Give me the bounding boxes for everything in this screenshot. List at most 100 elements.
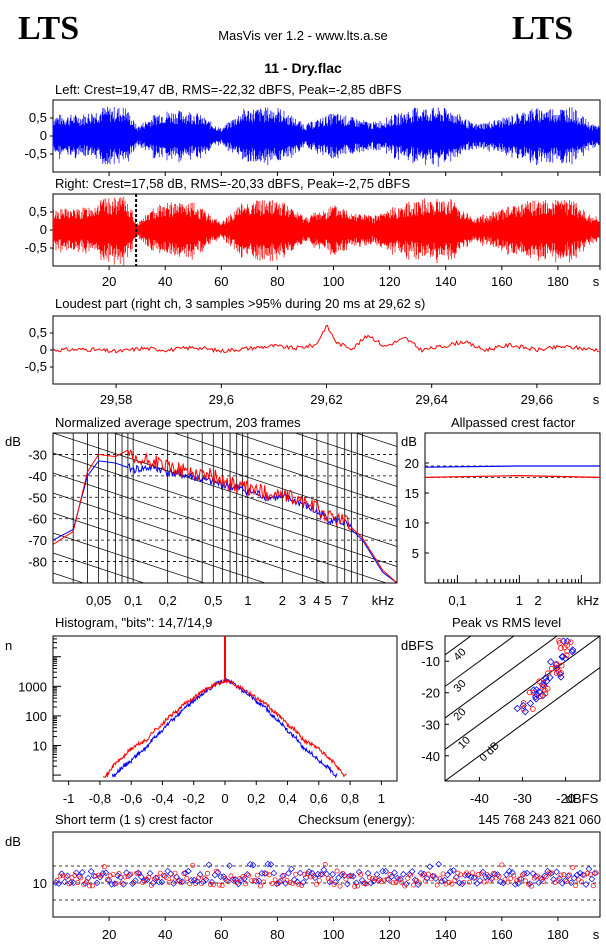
short-term-crest-point-red <box>467 879 473 885</box>
short-term-crest-point-red <box>487 878 493 884</box>
short-term-crest-point-blue <box>140 877 148 885</box>
avg-spectrum-ytick-label: -40 <box>28 469 47 484</box>
peak-vs-rms-point-red <box>545 670 551 677</box>
short-term-crest-point-blue <box>367 879 375 887</box>
short-term-crest-point-red <box>225 879 231 884</box>
short-term-crest-point-blue <box>202 876 210 883</box>
short-term-crest-point-red <box>349 873 355 879</box>
peak-vs-rms-point-blue <box>535 688 543 696</box>
short-term-crest-point-red <box>490 871 496 877</box>
short-term-crest-point-red <box>166 879 172 885</box>
short-term-crest-point-blue <box>93 879 101 887</box>
avg-spectrum-xtick-label: 0,05 <box>86 593 111 608</box>
short-term-crest-point-blue <box>99 870 107 877</box>
short-term-crest-point-blue <box>567 879 575 887</box>
short-term-crest-point-red <box>216 882 222 888</box>
short-term-crest-point-blue <box>317 871 325 878</box>
allpassed-crest-series-blue <box>424 465 600 468</box>
short-term-crest-point-blue <box>164 867 172 875</box>
short-term-crest-point-red <box>364 881 369 887</box>
allpassed-crest-ytick-label: 20 <box>405 456 419 471</box>
short-term-crest-point-red <box>381 877 387 883</box>
short-term-crest-point-red <box>157 870 163 876</box>
short-term-crest-point-blue <box>137 873 145 881</box>
avg-spectrum-xtick-label: 2 <box>279 593 286 608</box>
short-term-crest-point-red <box>219 883 225 889</box>
peak-vs-rms-point-red <box>567 639 574 645</box>
short-term-crest-point-blue <box>453 873 460 881</box>
avg-spectrum-slope-line <box>53 433 397 547</box>
short-term-crest-point-red <box>517 876 523 882</box>
short-term-crest-point-red <box>458 872 464 878</box>
short-term-crest-point-red <box>181 871 187 876</box>
short-term-crest-point-blue <box>90 872 98 880</box>
peak-vs-rms-point-blue <box>561 654 570 663</box>
short-term-crest-point-blue <box>58 870 66 877</box>
short-term-crest-point-blue <box>143 876 151 884</box>
peak-vs-rms-point-red <box>542 687 548 694</box>
avg-spectrum-xtick-label: 4 <box>313 593 320 608</box>
short-term-crest-point-blue <box>285 869 292 877</box>
peak-vs-rms-point-blue <box>526 699 535 708</box>
short-term-crest-point-blue <box>382 867 390 875</box>
short-term-crest-point-blue <box>400 870 407 878</box>
peak-vs-rms-point-blue <box>521 707 529 716</box>
peak-vs-rms-frame <box>444 635 601 782</box>
short-term-crest-xtick-label: 80 <box>270 927 284 942</box>
short-term-crest-xtick-label: 40 <box>158 927 172 942</box>
avg-spectrum-xtick-label: 3 <box>299 593 306 608</box>
short-term-crest-point-blue <box>158 878 166 886</box>
short-term-crest-point-red <box>343 876 349 882</box>
right-waveform-trace <box>52 196 600 267</box>
short-term-crest-point-red <box>210 882 216 888</box>
short-term-crest-point-red <box>384 876 390 882</box>
avg-spectrum-slope-line <box>173 433 397 507</box>
short-term-crest-xtick-label: 100 <box>323 927 345 942</box>
short-term-crest-point-blue <box>243 870 251 878</box>
short-term-crest-point-blue <box>64 872 71 880</box>
avg-spectrum-slope-lines <box>53 433 397 583</box>
peak-vs-rms-point-red <box>564 652 570 658</box>
short-term-crest-point-blue <box>573 871 581 879</box>
short-term-crest-point-red <box>140 879 146 885</box>
avg-spectrum-slope-line <box>53 512 267 583</box>
short-term-crest-point-blue <box>276 878 283 886</box>
right-waveform-xtick-label: 120 <box>379 274 401 289</box>
short-term-crest-point-red <box>60 873 66 879</box>
peak-vs-rms-point-red <box>558 662 565 669</box>
short-term-crest-point-blue <box>96 873 104 881</box>
short-term-crest-point-blue <box>282 879 289 887</box>
histogram-series-red <box>102 677 347 778</box>
short-term-crest-point-red <box>316 878 322 884</box>
short-term-crest-point-red <box>570 864 576 870</box>
peak-vs-rms-point-blue <box>542 677 551 685</box>
peak-vs-rms-point-blue <box>568 647 576 656</box>
short-term-crest-point-red <box>414 877 419 883</box>
short-term-crest-point-red <box>576 877 581 883</box>
short-term-crest-point-blue <box>235 880 242 888</box>
short-term-crest-point-red <box>172 870 178 876</box>
short-term-crest-point-blue <box>199 878 207 886</box>
short-term-crest-point-red <box>375 878 381 883</box>
avg-spectrum-xtick-label: 0,2 <box>159 593 177 608</box>
allpassed-crest-title: Allpassed crest factor <box>451 415 576 430</box>
short-term-crest-point-red <box>187 881 193 887</box>
short-term-crest-point-blue <box>288 865 295 873</box>
short-term-crest-point-red <box>561 872 567 878</box>
allpassed-crest-xtick-label: 0,1 <box>448 593 466 608</box>
short-term-crest-point-blue <box>176 877 183 885</box>
short-term-crest-point-red <box>328 877 334 883</box>
histogram-title: Histogram, "bits": 14,7/14,9 <box>55 615 212 630</box>
short-term-crest-point-blue <box>223 877 230 884</box>
short-term-crest-point-red <box>131 880 137 886</box>
short-term-crest-point-red <box>184 875 190 881</box>
avg-spectrum-ytick-label: -60 <box>28 512 47 527</box>
short-term-crest-point-red <box>543 874 549 880</box>
short-term-crest-point-red <box>523 878 528 884</box>
histogram-xtick-label: -0,8 <box>89 791 111 806</box>
short-term-crest-point-red <box>296 882 302 887</box>
loudest-part-xtick-label: 29,58 <box>100 392 133 407</box>
short-term-crest-xtick-label: 140 <box>435 927 457 942</box>
left-waveform-trace <box>52 106 600 167</box>
short-term-crest-point-red <box>366 874 372 880</box>
